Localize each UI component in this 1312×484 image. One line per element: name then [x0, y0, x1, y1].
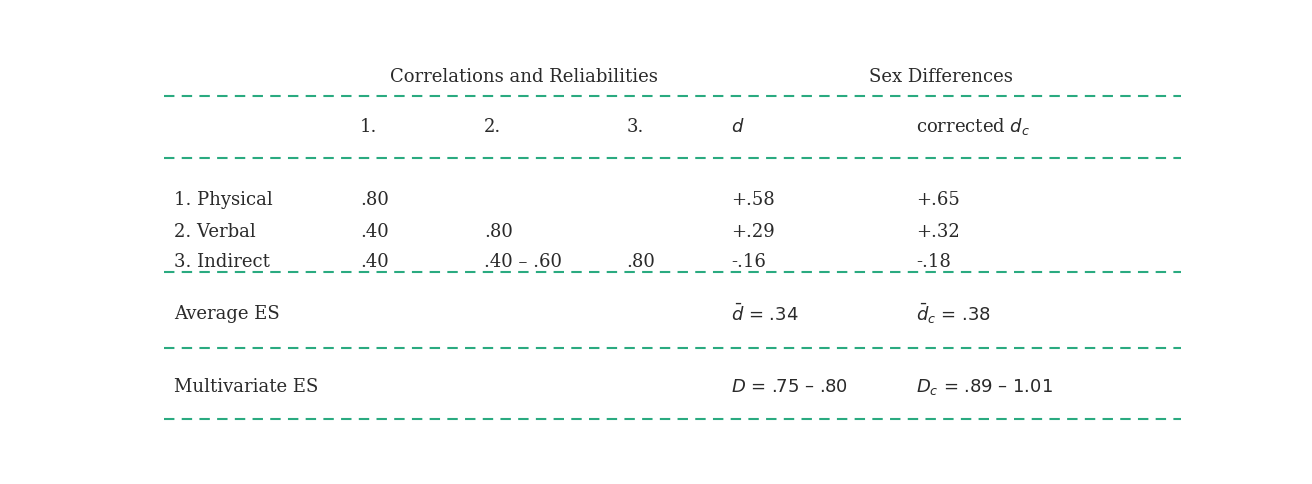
- Text: .40: .40: [361, 252, 388, 270]
- Text: .80: .80: [484, 222, 513, 241]
- Text: 3. Indirect: 3. Indirect: [174, 252, 270, 270]
- Text: $d$: $d$: [731, 117, 745, 135]
- Text: $\bar{d}$ = .34: $\bar{d}$ = .34: [731, 302, 799, 324]
- Text: 2.: 2.: [484, 117, 501, 135]
- Text: +.29: +.29: [731, 222, 775, 241]
- Text: .40: .40: [361, 222, 388, 241]
- Text: Sex Differences: Sex Differences: [869, 68, 1013, 86]
- Text: -.18: -.18: [916, 252, 951, 270]
- Text: 1. Physical: 1. Physical: [174, 191, 273, 209]
- Text: 2. Verbal: 2. Verbal: [174, 222, 256, 241]
- Text: $\bar{d}_c$ = .38: $\bar{d}_c$ = .38: [916, 301, 992, 326]
- Text: .80: .80: [361, 191, 390, 209]
- Text: .40 – .60: .40 – .60: [484, 252, 563, 270]
- Text: -.16: -.16: [731, 252, 766, 270]
- Text: $D$ = .75 – .80: $D$ = .75 – .80: [731, 377, 848, 395]
- Text: +.65: +.65: [916, 191, 960, 209]
- Text: +.58: +.58: [731, 191, 775, 209]
- Text: $D_c$ = .89 – 1.01: $D_c$ = .89 – 1.01: [916, 376, 1054, 396]
- Text: Multivariate ES: Multivariate ES: [174, 377, 319, 395]
- Text: corrected $d_c$: corrected $d_c$: [916, 116, 1031, 137]
- Text: Correlations and Reliabilities: Correlations and Reliabilities: [390, 68, 657, 86]
- Text: Average ES: Average ES: [174, 304, 279, 322]
- Text: 1.: 1.: [361, 117, 378, 135]
- Text: +.32: +.32: [916, 222, 960, 241]
- Text: .80: .80: [627, 252, 656, 270]
- Text: 3.: 3.: [627, 117, 644, 135]
